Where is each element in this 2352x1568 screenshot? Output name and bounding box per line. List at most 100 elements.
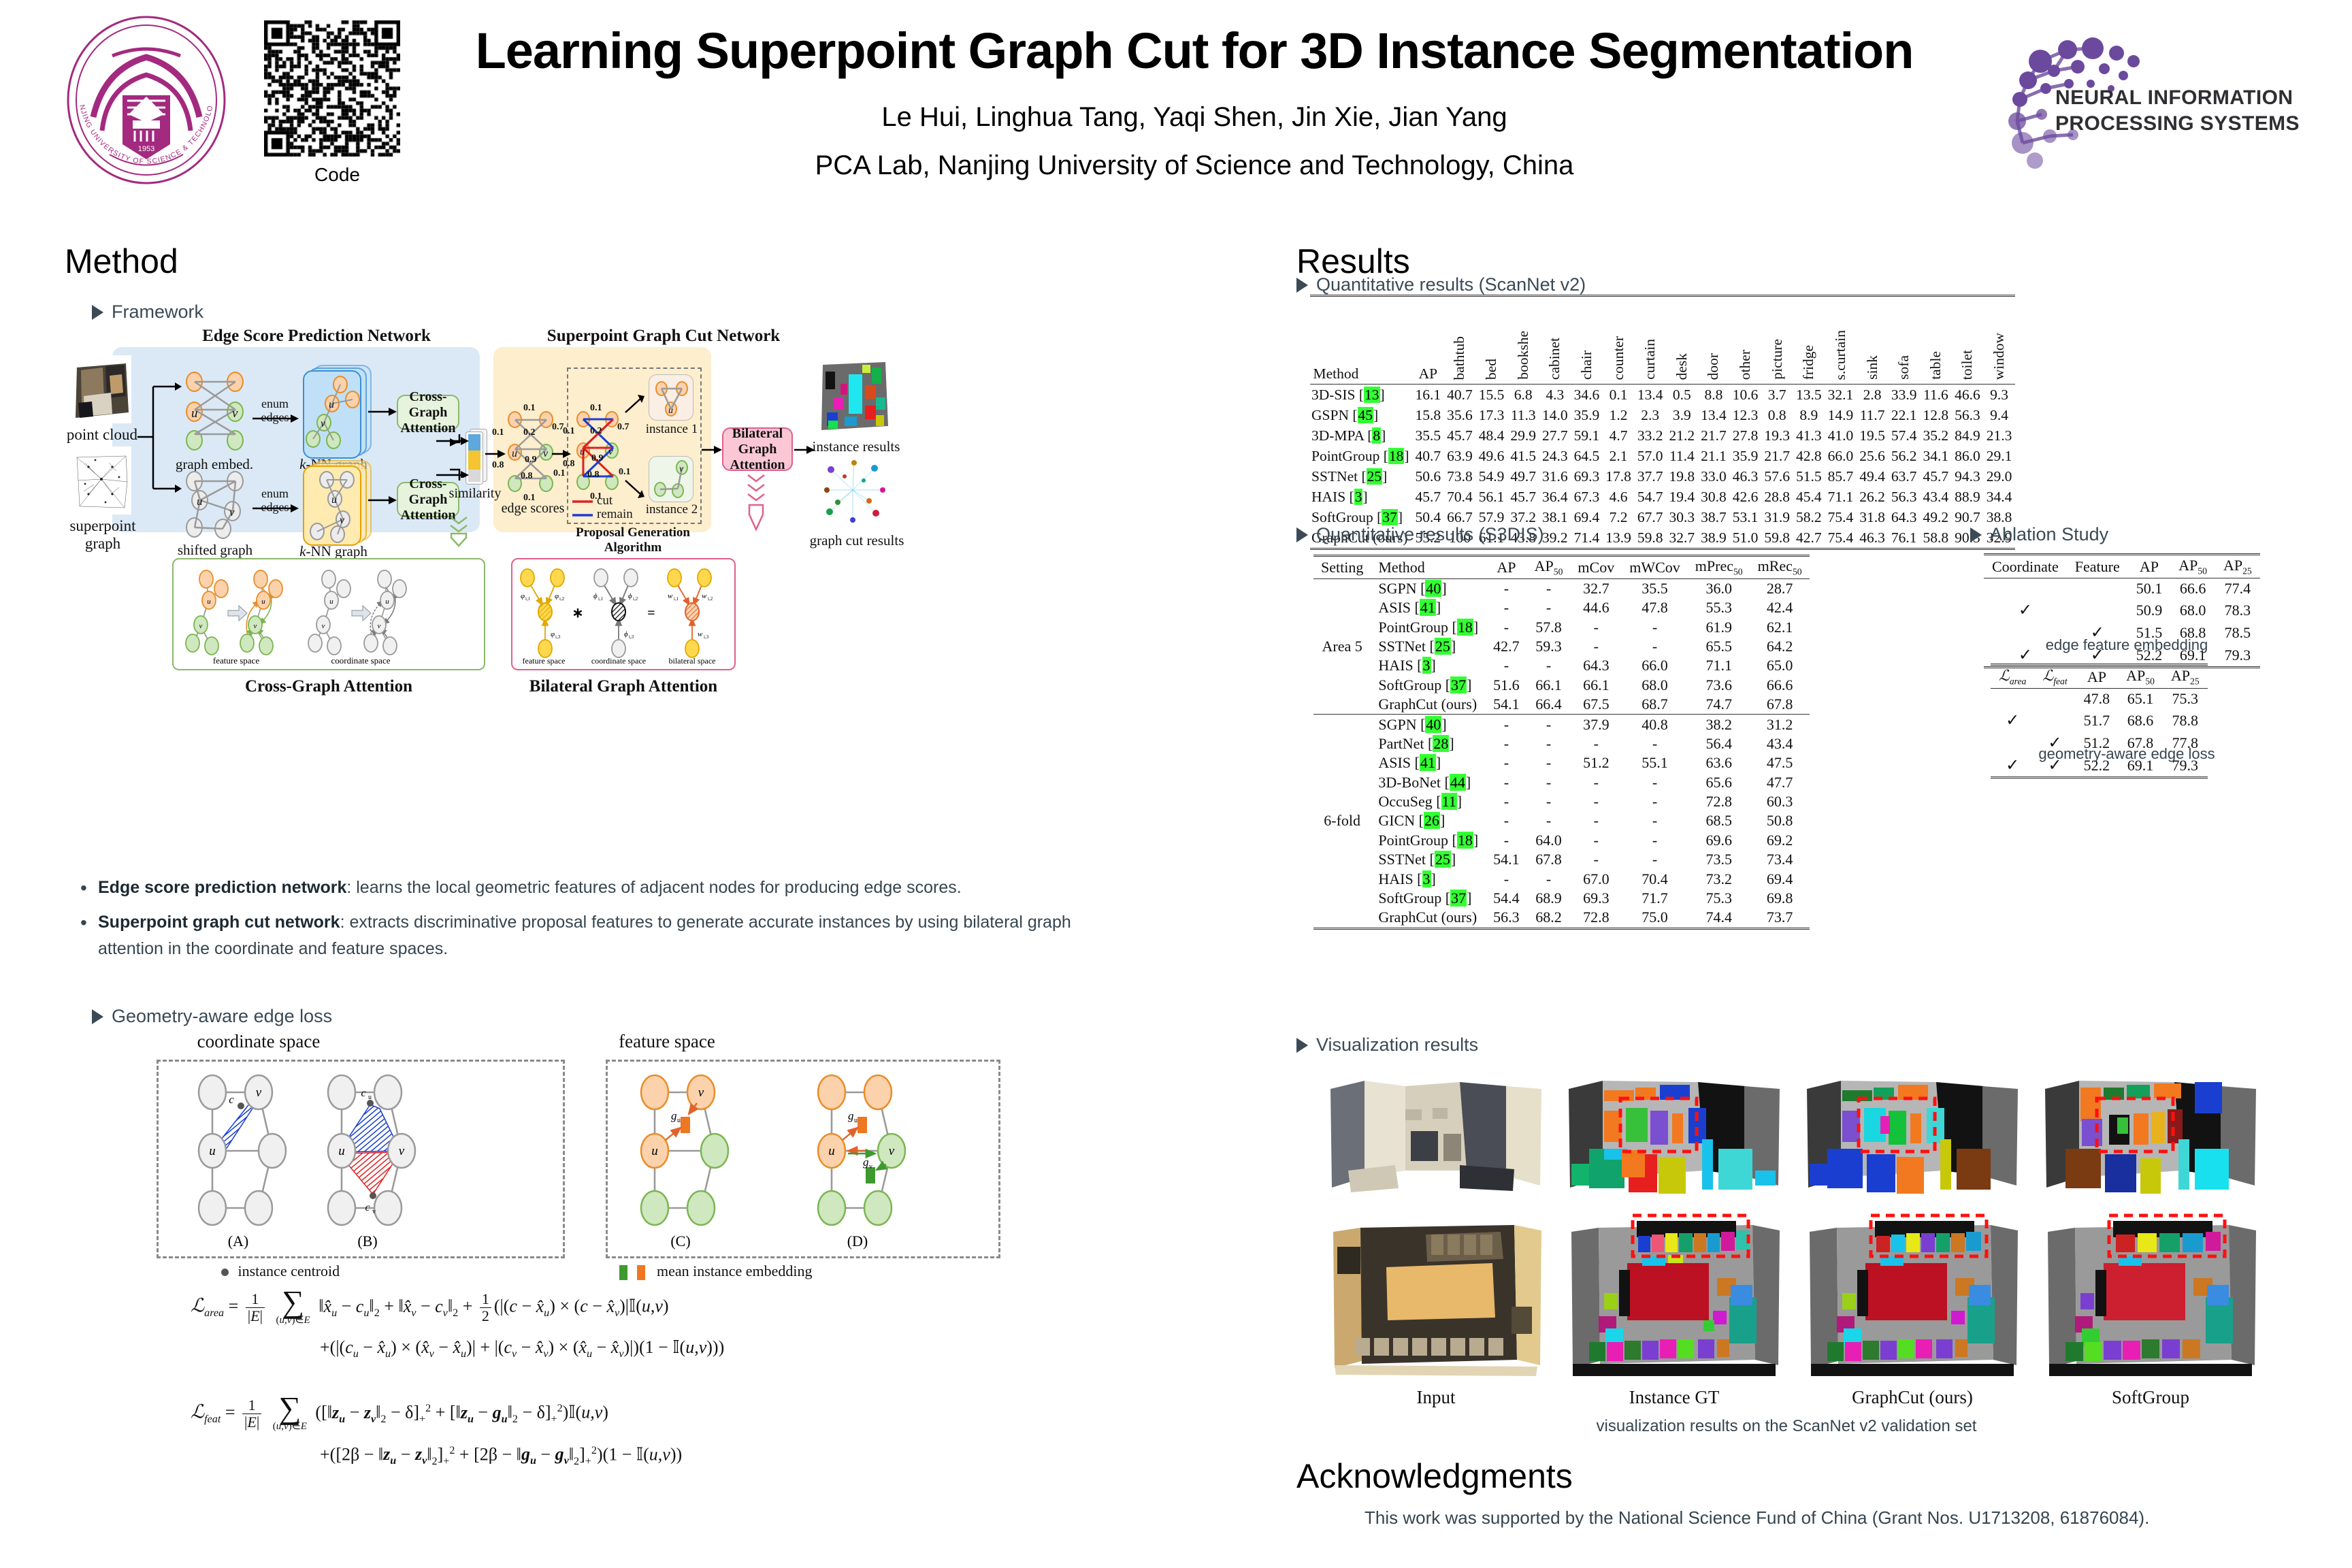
cell-value: -: [1593, 638, 1599, 655]
cell-value: 10.6: [1729, 384, 1761, 405]
cell-value: -: [1546, 870, 1552, 887]
cell-value: 2.8: [1856, 384, 1889, 405]
cell-value: -: [1503, 599, 1509, 617]
edge-score-value: 0.8: [492, 460, 504, 470]
similarity-bar-yellow: [468, 451, 480, 470]
cell-value: 68.5: [1705, 812, 1732, 830]
svg-text:coordinate space: coordinate space: [331, 655, 391, 666]
cell-value: 59.8: [1634, 527, 1667, 550]
cell-value: 0.1: [1602, 384, 1635, 405]
cell-value: 61.1: [1475, 527, 1507, 550]
enum-edges-arrow-top: [252, 414, 299, 423]
table-row: HAIS [3] - - 64.3 66.0 71.1 65.0: [1313, 656, 1810, 675]
cut-remain-edges: [582, 418, 615, 478]
arrow-to-proposal: [552, 450, 571, 458]
vis-gt-scene-1: [1562, 1068, 1786, 1198]
cell-value: 73.8: [1447, 468, 1473, 485]
cell-value: 41.5: [1510, 447, 1537, 464]
knn-label-v: v: [340, 514, 345, 526]
coordinate-space-box: [157, 1060, 565, 1258]
cell-value: 11.4: [1669, 447, 1695, 464]
bullet-rest: : extracts discriminative proposal featu…: [98, 912, 1071, 958]
table-row: SSTNet [25] 50.6 73.8 54.9 49.7 31.6 69.3 17.8 3…: [1310, 466, 2015, 487]
cell-value: 45.7: [1447, 427, 1473, 444]
cell-value: -: [1652, 812, 1658, 830]
instance1-label-u: u: [668, 406, 673, 416]
feature-space-box: [606, 1060, 1000, 1258]
cell-value: 65.0: [1766, 657, 1793, 674]
cell-value: 37.9: [1570, 714, 1622, 734]
embedding-swatch-orange-icon: [636, 1264, 645, 1280]
cell-value: 66.6: [1766, 676, 1793, 693]
cell-value: 64.2: [1766, 638, 1793, 655]
edge-score-value: 0.1: [523, 403, 536, 413]
qr-code-image[interactable]: [264, 20, 400, 157]
cell-value: 2.3: [1641, 406, 1660, 423]
cell-value: 68.0: [1642, 676, 1668, 693]
ablation-subheading: Ablation Study: [1970, 524, 2108, 545]
escore-edges: [514, 419, 547, 480]
cell-setting: [1313, 598, 1371, 617]
cut-label-v: v: [608, 446, 613, 457]
visualization-caption: visualization results on the ScanNet v2 …: [1596, 1417, 1977, 1435]
cell-value: 13.4: [1634, 384, 1667, 405]
university-logo: 1953 NANJING UNIVERSITY OF SCIENCE & TEC…: [65, 15, 226, 184]
vis-input-scene-1: [1324, 1068, 1548, 1198]
similarity-arrow-pair: [436, 437, 469, 478]
cell-value: 54.1: [1493, 696, 1520, 713]
table-row: ✓ ✓ 52.2 69.1 79.3: [1991, 754, 2208, 779]
table-row: ✓ 51.2 67.8 77.8: [1991, 732, 2208, 754]
svg-text:(A): (A): [228, 1232, 249, 1250]
cell-value: 45.4: [1796, 488, 1822, 505]
scannet-results-table: Method AP bathtub bed bookshe cabinet chair cou…: [1310, 295, 2015, 550]
graph-node-u: [186, 402, 203, 422]
cell-check: [2066, 578, 2128, 600]
table-row: ✓ 51.5 68.8 78.5: [1984, 621, 2260, 644]
acknowledgments-heading: Acknowledgments: [1296, 1457, 1573, 1495]
ablation-subheading-label: Ablation Study: [1990, 524, 2109, 544]
stage-label-knn-bottom: k-NN graph: [299, 543, 368, 559]
column-header: fridge: [1793, 295, 1825, 385]
svg-text:v: v: [254, 622, 257, 630]
table-row: GraphCut (ours) 54.1 66.4 67.5 68.7 74.7 67.8: [1313, 695, 1810, 715]
cell-value: 4.6: [1609, 488, 1628, 505]
shifted-label-u: u: [197, 495, 203, 508]
cut-legend-label: cut: [597, 493, 613, 508]
cell-value: 90.7: [1955, 508, 1980, 525]
cut-node-v: [605, 442, 619, 459]
table-row: GraphCut (ours) 55.2 100 61.1 43.8 39.2 71.4 13…: [1310, 527, 2015, 550]
cell-value: 14.9: [1827, 406, 1854, 423]
qr-code-block[interactable]: Code: [264, 20, 410, 186]
column-header: AP: [2075, 663, 2119, 689]
cell-value: 43.8: [1507, 527, 1539, 550]
cell-value: -: [1526, 714, 1571, 734]
cell-value: 56.3: [1486, 908, 1527, 930]
cell-value: -: [1486, 714, 1527, 734]
edge-scores-label: edge scores: [501, 501, 565, 516]
cell-value: 2.1: [1609, 447, 1628, 464]
column-header: counter: [1602, 295, 1635, 385]
cell-value: 35.5: [1622, 578, 1688, 599]
edge-score-value: 0.1: [492, 427, 504, 438]
cell-value: 50.1: [2127, 578, 2171, 600]
vis-column-label-graphcut: GraphCut (ours): [1852, 1387, 1973, 1407]
svg-text:c: c: [361, 1088, 365, 1099]
page-title: Learning Superpoint Graph Cut for 3D Ins…: [475, 22, 1914, 79]
cell-method: 3D-BoNet [44]: [1378, 773, 1471, 791]
cell-value: 60.3: [1766, 793, 1793, 811]
svg-text:u: u: [329, 598, 333, 606]
edge-score-value: 0.1: [619, 467, 631, 477]
cell-value: 74.7: [1705, 696, 1732, 713]
table-header-row: Method AP bathtub bed bookshe cabinet chair cou…: [1310, 295, 2015, 385]
cell-setting: [1313, 850, 1371, 869]
cell-value: 21.7: [1764, 447, 1791, 464]
cross-graph-attention-graphic: u v u v feature space: [185, 570, 407, 666]
cell-value: 57.0: [1637, 447, 1663, 464]
bullet-arrow-icon: [92, 304, 103, 320]
cell-method: SSTNet [25]: [1311, 468, 1388, 485]
svg-text:u: u: [207, 598, 211, 606]
cell-value: 70.4: [1447, 488, 1473, 505]
knn-node-label-u: u: [329, 399, 334, 410]
graph-node-v: [227, 402, 244, 422]
column-header: AP25: [2215, 553, 2260, 578]
